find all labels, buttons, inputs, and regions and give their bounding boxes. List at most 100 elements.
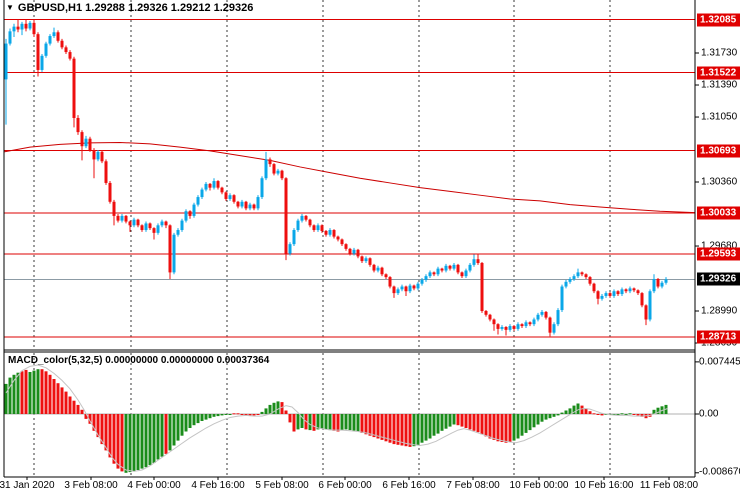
macd-histogram-bar — [408, 414, 412, 447]
candle-body — [84, 138, 88, 147]
candle-body — [356, 249, 360, 257]
macd-histogram-bar — [636, 414, 640, 416]
chart-menu-triangle-icon[interactable]: ▼ — [6, 3, 14, 12]
candle-body — [368, 258, 372, 265]
macd-histogram-bar — [204, 414, 208, 420]
macd-histogram-bar — [560, 412, 564, 414]
macd-histogram-bar — [20, 371, 24, 414]
candle-body — [516, 324, 520, 329]
macd-histogram-bar — [260, 411, 264, 414]
price-level-badge[interactable]: 1.30693 — [697, 144, 740, 158]
candle-body — [44, 43, 48, 56]
indicator-label: MACD_color(5,32,5) 0.00000000 0.00000000… — [8, 355, 270, 366]
macd-histogram-bar — [632, 414, 636, 415]
macd-histogram-bar — [568, 408, 572, 414]
candle-body — [216, 181, 220, 188]
candle-body — [600, 295, 604, 299]
candle-body — [48, 36, 52, 44]
candle-body — [540, 311, 544, 315]
candle-body — [80, 132, 84, 147]
candle-body — [168, 225, 172, 273]
macd-histogram-bar — [376, 414, 380, 439]
macd-histogram-bar — [252, 414, 256, 416]
candle-body — [144, 223, 148, 231]
candle-body — [116, 215, 120, 221]
candle-body — [424, 276, 428, 280]
macd-histogram-bar — [556, 414, 560, 416]
candle-body — [460, 272, 464, 277]
macd-histogram-bar — [444, 414, 448, 429]
candle-body — [188, 211, 192, 216]
macd-histogram-bar — [116, 414, 120, 469]
candle-body — [476, 259, 480, 263]
candle-body — [284, 178, 288, 254]
candle-body — [436, 268, 440, 275]
macd-histogram-bar — [200, 414, 204, 421]
macd-histogram-bar — [380, 414, 384, 440]
macd-histogram-bar — [388, 414, 392, 443]
macd-histogram-bar — [12, 374, 16, 414]
macd-histogram-bar — [416, 414, 420, 445]
macd-histogram-bar — [100, 414, 104, 445]
price-level-badge[interactable]: 1.32085 — [697, 13, 740, 27]
candle-body — [376, 267, 380, 271]
candle-body — [160, 221, 164, 226]
price-level-badge[interactable]: 1.30033 — [697, 206, 740, 220]
macd-histogram-bar — [512, 414, 516, 441]
candle-body — [240, 201, 244, 207]
macd-histogram-bar — [468, 414, 472, 430]
candle-body — [480, 262, 484, 312]
macd-histogram-bar — [600, 414, 604, 416]
candle-body — [336, 236, 340, 240]
candle-body — [308, 219, 312, 226]
macd-histogram-bar — [432, 414, 436, 436]
candle-body — [584, 274, 588, 278]
macd-histogram-bar — [520, 414, 524, 436]
candle-body — [552, 324, 556, 333]
macd-histogram-bar — [248, 414, 252, 416]
candle-body — [36, 34, 40, 70]
macd-histogram-bar — [308, 414, 312, 431]
candle-body — [400, 286, 404, 290]
candle-body — [104, 161, 108, 183]
macd-histogram-bar — [292, 414, 296, 432]
macd-histogram-bar — [300, 414, 304, 428]
candle-body — [548, 317, 552, 333]
price-axis-label: 1.30360 — [701, 176, 738, 188]
macd-histogram-bar — [440, 414, 444, 431]
price-level-badge[interactable]: 1.28713 — [697, 330, 740, 344]
macd-histogram-bar — [108, 414, 112, 458]
macd-histogram-bar — [624, 414, 628, 415]
macd-histogram-bar — [284, 410, 288, 414]
macd-histogram-bar — [224, 414, 228, 415]
candle-body — [176, 230, 180, 235]
candle-body — [580, 272, 584, 275]
macd-histogram-bar — [356, 414, 360, 432]
price-level-badge[interactable]: 1.29593 — [697, 247, 740, 261]
candle-body — [504, 327, 508, 330]
macd-histogram-bar — [192, 414, 196, 426]
macd-histogram-bar — [528, 414, 532, 431]
candle-body — [596, 291, 600, 299]
candle-body — [68, 52, 72, 59]
price-level-badge[interactable]: 1.31522 — [697, 66, 740, 80]
candle-body — [124, 215, 128, 222]
candle-body — [220, 187, 224, 193]
price-axis-label: 1.31730 — [701, 47, 738, 59]
macd-histogram-bar — [360, 414, 364, 433]
macd-histogram-bar — [120, 414, 124, 472]
time-axis-label: 4 Feb 16:00 — [191, 480, 245, 491]
macd-histogram-bar — [32, 370, 36, 414]
macd-histogram-bar — [124, 414, 128, 473]
macd-histogram-bar — [500, 414, 504, 442]
macd-histogram-bar — [48, 374, 52, 414]
time-axis-label: 6 Feb 16:00 — [382, 480, 436, 491]
candle-body — [660, 282, 664, 287]
macd-histogram-bar — [244, 414, 248, 415]
candle-body — [88, 138, 92, 150]
macd-histogram-bar — [164, 414, 168, 454]
candle-body — [136, 219, 140, 226]
candle-body — [64, 47, 68, 53]
macd-histogram-bar — [144, 414, 148, 468]
